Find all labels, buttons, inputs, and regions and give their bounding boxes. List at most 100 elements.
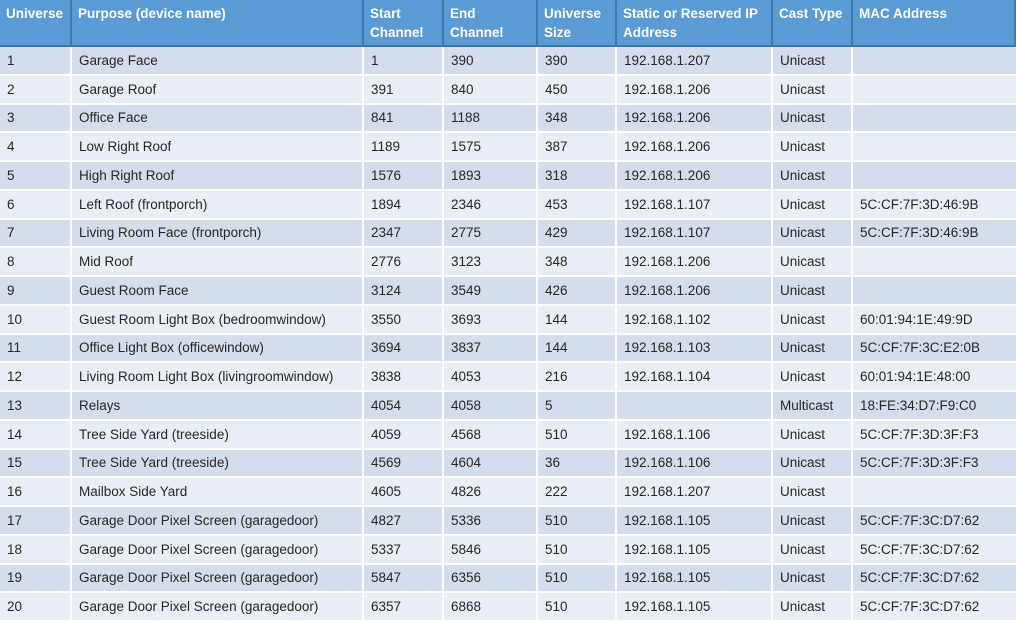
cell-end_channel: 1188 [444, 104, 538, 134]
cell-ip_address [617, 392, 773, 421]
cell-mac_address: 5C:CF:7F:3D:46:9B [853, 219, 1016, 249]
cell-mac_address [853, 277, 1016, 306]
cell-end_channel: 1893 [444, 162, 538, 191]
column-header-purpose: Purpose (device name) [72, 0, 364, 47]
cell-mac_address: 60:01:94:1E:49:9D [853, 305, 1016, 335]
cell-ip_address: 192.168.1.107 [617, 219, 773, 249]
cell-start_channel: 3124 [364, 277, 444, 306]
column-header-cast-type: Cast Type [773, 0, 853, 47]
cell-purpose: Low Right Roof [72, 133, 364, 162]
cell-end_channel: 5846 [444, 535, 538, 565]
cell-cast_type: Unicast [773, 564, 853, 594]
cell-universe_size: 450 [538, 75, 617, 105]
cell-cast_type: Unicast [773, 420, 853, 450]
cell-ip_address: 192.168.1.106 [617, 420, 773, 450]
cell-end_channel: 6356 [444, 564, 538, 594]
column-header-universe: Universe [0, 0, 72, 47]
cell-universe_size: 387 [538, 133, 617, 162]
cell-start_channel: 6357 [364, 593, 444, 622]
cell-start_channel: 4569 [364, 449, 444, 479]
cell-start_channel: 3694 [364, 334, 444, 364]
cell-purpose: Mid Roof [72, 248, 364, 277]
cell-cast_type: Unicast [773, 133, 853, 162]
cell-universe: 10 [0, 305, 72, 335]
cell-ip_address: 192.168.1.104 [617, 363, 773, 392]
cell-universe_size: 453 [538, 190, 617, 220]
cell-mac_address [853, 133, 1016, 162]
cell-cast_type: Unicast [773, 478, 853, 507]
cell-end_channel: 4058 [444, 392, 538, 421]
cell-mac_address [853, 104, 1016, 134]
cell-cast_type: Unicast [773, 104, 853, 134]
cell-ip_address: 192.168.1.207 [617, 478, 773, 507]
cell-purpose: Garage Door Pixel Screen (garagedoor) [72, 507, 364, 536]
cell-universe: 4 [0, 133, 72, 162]
column-header-start-channel: Start Channel [364, 0, 444, 47]
cell-end_channel: 5336 [444, 507, 538, 536]
cell-purpose: Garage Door Pixel Screen (garagedoor) [72, 535, 364, 565]
cell-mac_address [853, 248, 1016, 277]
cell-ip_address: 192.168.1.103 [617, 334, 773, 364]
cell-cast_type: Unicast [773, 334, 853, 364]
cell-universe_size: 222 [538, 478, 617, 507]
cell-ip_address: 192.168.1.105 [617, 507, 773, 536]
cell-start_channel: 1894 [364, 190, 444, 220]
cell-end_channel: 840 [444, 75, 538, 105]
cell-end_channel: 4604 [444, 449, 538, 479]
cell-ip_address: 192.168.1.206 [617, 248, 773, 277]
cell-cast_type: Unicast [773, 248, 853, 277]
cell-purpose: High Right Roof [72, 162, 364, 191]
cell-mac_address: 18:FE:34:D7:F9:C0 [853, 392, 1016, 421]
cell-end_channel: 6868 [444, 593, 538, 622]
cell-end_channel: 4826 [444, 478, 538, 507]
cell-universe: 19 [0, 564, 72, 594]
cell-mac_address [853, 47, 1016, 76]
cell-start_channel: 2347 [364, 219, 444, 249]
cell-ip_address: 192.168.1.206 [617, 162, 773, 191]
cell-ip_address: 192.168.1.102 [617, 305, 773, 335]
cell-mac_address: 5C:CF:7F:3D:3F:F3 [853, 420, 1016, 450]
cell-mac_address: 5C:CF:7F:3C:D7:62 [853, 593, 1016, 622]
cell-purpose: Garage Roof [72, 75, 364, 105]
cell-ip_address: 192.168.1.206 [617, 133, 773, 162]
cell-end_channel: 3549 [444, 277, 538, 306]
cell-universe: 3 [0, 104, 72, 134]
cell-ip_address: 192.168.1.105 [617, 535, 773, 565]
cell-start_channel: 4059 [364, 420, 444, 450]
cell-start_channel: 3550 [364, 305, 444, 335]
cell-purpose: Office Light Box (officewindow) [72, 334, 364, 364]
cell-universe: 14 [0, 420, 72, 450]
cell-purpose: Garage Face [72, 47, 364, 76]
cell-purpose: Garage Door Pixel Screen (garagedoor) [72, 593, 364, 622]
cell-start_channel: 2776 [364, 248, 444, 277]
cell-universe: 9 [0, 277, 72, 306]
cell-start_channel: 3838 [364, 363, 444, 392]
cell-cast_type: Multicast [773, 392, 853, 421]
cell-end_channel: 390 [444, 47, 538, 76]
cell-purpose: Garage Door Pixel Screen (garagedoor) [72, 564, 364, 594]
cell-mac_address: 5C:CF:7F:3C:D7:62 [853, 507, 1016, 536]
cell-purpose: Living Room Light Box (livingroomwindow) [72, 363, 364, 392]
cell-universe_size: 510 [538, 535, 617, 565]
cell-universe: 13 [0, 392, 72, 421]
cell-universe: 7 [0, 219, 72, 249]
cell-universe_size: 510 [538, 420, 617, 450]
cell-ip_address: 192.168.1.105 [617, 564, 773, 594]
cell-end_channel: 4053 [444, 363, 538, 392]
column-header-ip-address: Static or Reserved IP Address [617, 0, 773, 47]
cell-universe_size: 216 [538, 363, 617, 392]
cell-purpose: Guest Room Face [72, 277, 364, 306]
cell-mac_address: 5C:CF:7F:3C:D7:62 [853, 564, 1016, 594]
cell-universe: 11 [0, 334, 72, 364]
cell-universe_size: 429 [538, 219, 617, 249]
cell-cast_type: Unicast [773, 277, 853, 306]
cell-mac_address [853, 162, 1016, 191]
cell-end_channel: 4568 [444, 420, 538, 450]
cell-universe_size: 348 [538, 104, 617, 134]
cell-universe: 16 [0, 478, 72, 507]
cell-purpose: Relays [72, 392, 364, 421]
cell-cast_type: Unicast [773, 305, 853, 335]
cell-cast_type: Unicast [773, 219, 853, 249]
cell-universe: 8 [0, 248, 72, 277]
